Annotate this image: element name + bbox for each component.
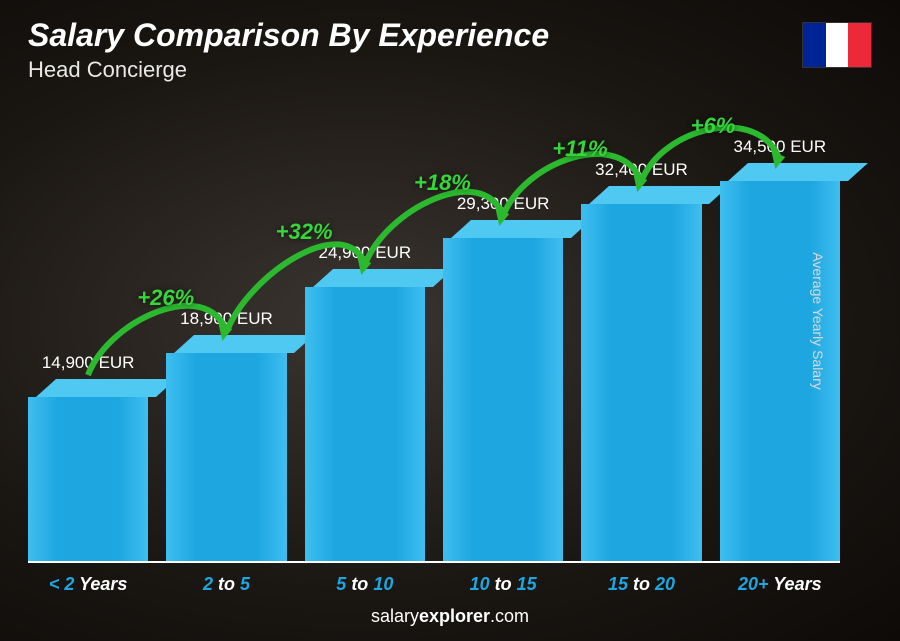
bar-value-label: 14,900 EUR: [42, 353, 135, 373]
bar-top-face: [728, 163, 868, 181]
header: Salary Comparison By Experience Head Con…: [28, 18, 549, 83]
flag-stripe-blue: [803, 23, 826, 67]
brand-part1: salary: [371, 606, 419, 626]
bar-group: +11%32,400 EUR: [581, 120, 701, 561]
bar-group: 14,900 EUR: [28, 120, 148, 561]
bar-value-label: 29,300 EUR: [457, 194, 550, 214]
x-axis-tick: 2 to 5: [166, 574, 286, 595]
bar-front-face: [581, 204, 701, 561]
bar-top-face: [451, 220, 591, 238]
x-axis-tick: 5 to 10: [305, 574, 425, 595]
bar-value-label: 34,500 EUR: [733, 137, 826, 157]
bar-group: +32%24,900 EUR: [305, 120, 425, 561]
bar-value-label: 18,900 EUR: [180, 309, 273, 329]
bar-top-face: [589, 186, 729, 204]
bar-value-label: 32,400 EUR: [595, 160, 688, 180]
bar-top-face: [313, 269, 453, 287]
france-flag-icon: [802, 22, 872, 68]
bar: [443, 220, 563, 561]
chart-subtitle: Head Concierge: [28, 57, 549, 83]
x-axis-tick: 10 to 15: [443, 574, 563, 595]
brand-suffix: .com: [490, 606, 529, 626]
brand-part2: explorer: [419, 606, 490, 626]
bar-front-face: [305, 287, 425, 561]
increase-label: +11%: [552, 136, 607, 162]
bar: [305, 269, 425, 561]
flag-stripe-white: [826, 23, 849, 67]
chart-title: Salary Comparison By Experience: [28, 18, 549, 53]
flag-stripe-red: [848, 23, 871, 67]
bar-group: +18%29,300 EUR: [443, 120, 563, 561]
bar-front-face: [28, 397, 148, 561]
increase-label: +18%: [414, 170, 471, 196]
bar-front-face: [443, 238, 563, 561]
bar-top-face: [174, 335, 314, 353]
x-axis-tick: < 2 Years: [28, 574, 148, 595]
bar: [581, 186, 701, 561]
footer-attribution: salaryexplorer.com: [0, 606, 900, 627]
chart-container: Salary Comparison By Experience Head Con…: [0, 0, 900, 641]
y-axis-label: Average Yearly Salary: [809, 252, 825, 390]
increase-label: +26%: [137, 285, 194, 311]
x-axis-tick: 15 to 20: [581, 574, 701, 595]
bar-top-face: [36, 379, 176, 397]
bar: [166, 335, 286, 561]
bar-front-face: [166, 353, 286, 561]
x-axis: < 2 Years 2 to 5 5 to 10 10 to 15 15 to 20 20…: [28, 574, 840, 595]
x-axis-tick: 20+ Years: [720, 574, 840, 595]
bar: [28, 379, 148, 561]
bar-value-label: 24,900 EUR: [319, 243, 412, 263]
increase-label: +6%: [691, 113, 736, 139]
increase-label: +32%: [276, 219, 333, 245]
bar-group: +26%18,900 EUR: [166, 120, 286, 561]
x-axis-baseline: [28, 561, 840, 563]
chart-area: 14,900 EUR+26%18,900 EUR+32%24,900 EUR+1…: [28, 120, 840, 561]
